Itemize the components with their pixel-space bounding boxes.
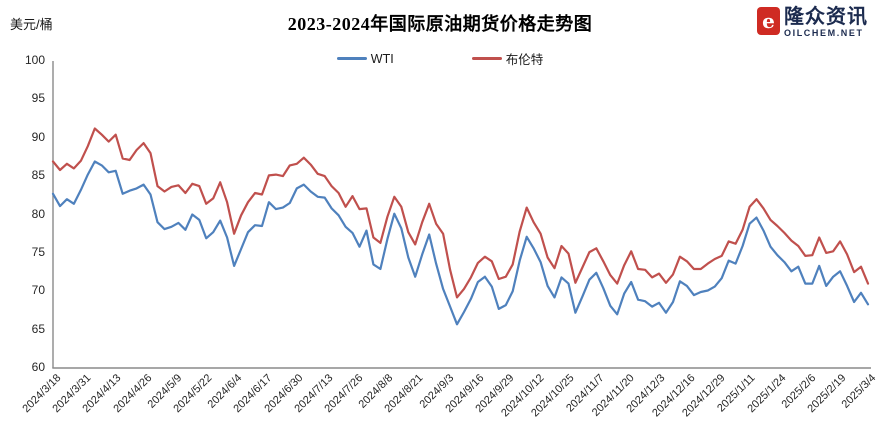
y-axis-tick-label: 95 (31, 91, 45, 106)
y-axis-tick-label: 65 (31, 321, 45, 336)
logo-domain: OILCHEM.NET (784, 28, 864, 38)
y-axis-unit-label: 美元/桶 (10, 17, 53, 32)
oilchem-logo: e 隆众资讯 OILCHEM.NET (757, 7, 868, 38)
legend-item-wti: WTI (336, 51, 394, 66)
brent-line-swatch (471, 56, 502, 61)
legend-label-brent: 布伦特 (505, 53, 544, 67)
legend-label-wti: WTI (370, 51, 394, 66)
brent-series-line (51, 127, 870, 299)
y-axis-tick-label: 85 (31, 168, 45, 183)
y-axis-tick-label: 90 (31, 129, 45, 144)
logo-brand-name: 隆众资讯 (784, 6, 868, 28)
chart-legend: WTI 布伦特 (0, 49, 880, 68)
y-axis-tick-label: 70 (31, 283, 45, 298)
y-axis-tick-label: 100 (24, 53, 45, 67)
legend-item-brent: 布伦特 (471, 49, 544, 68)
wti-series-line (51, 160, 870, 326)
oilchem-logo-text: 隆众资讯 OILCHEM.NET (784, 7, 868, 38)
y-axis-tick-label: 80 (31, 206, 45, 221)
oilchem-logo-icon: e (757, 7, 780, 35)
y-axis-tick-label: 60 (31, 360, 45, 374)
y-axis-tick-label: 75 (31, 244, 45, 259)
chart-title: 2023-2024年国际原油期货价格走势图 (287, 14, 593, 34)
wti-line-swatch (336, 56, 367, 61)
